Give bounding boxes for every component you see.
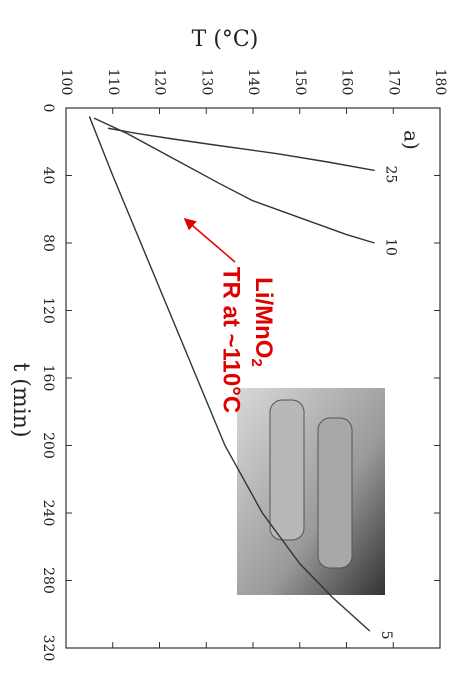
- curve-label: 10: [383, 238, 399, 256]
- photo-inset: [237, 388, 385, 595]
- curve: [94, 118, 375, 243]
- annotation-line2: TR at ~110°C: [218, 267, 245, 413]
- curve: [108, 128, 374, 170]
- curve-label: 25: [383, 166, 399, 184]
- y-tick-label: 130: [198, 69, 214, 96]
- chart: T (°C) t (min) a) Li/MnO2 TR at ~110°C 1…: [0, 0, 454, 678]
- x-tick-label: 80: [40, 234, 56, 252]
- x-tick-label: 200: [40, 432, 56, 459]
- x-tick-label: 120: [40, 297, 56, 324]
- y-tick-label: 120: [152, 69, 168, 96]
- annotation-arrow: [186, 220, 235, 262]
- annotation-line1: Li/MnO2: [248, 277, 277, 367]
- y-tick-label: 170: [385, 69, 401, 96]
- y-tick-label: 140: [245, 69, 261, 96]
- y-tick-label: 180: [432, 69, 448, 96]
- x-tick-label: 0: [40, 104, 56, 113]
- x-axis-title: t (min): [8, 362, 33, 437]
- y-tick-label: 160: [339, 69, 355, 96]
- y-tick-label: 100: [58, 69, 74, 96]
- y-axis-title: T (°C): [192, 27, 259, 52]
- y-tick-label: 110: [105, 69, 121, 96]
- y-tick-label: 150: [292, 69, 308, 96]
- panel-label: a): [400, 130, 424, 150]
- x-tick-label: 40: [40, 167, 56, 185]
- x-tick-label: 280: [40, 567, 56, 594]
- x-tick-label: 160: [40, 365, 56, 392]
- x-tick-label: 240: [40, 500, 56, 527]
- curve-label: 5: [378, 631, 394, 640]
- x-tick-label: 320: [40, 635, 56, 662]
